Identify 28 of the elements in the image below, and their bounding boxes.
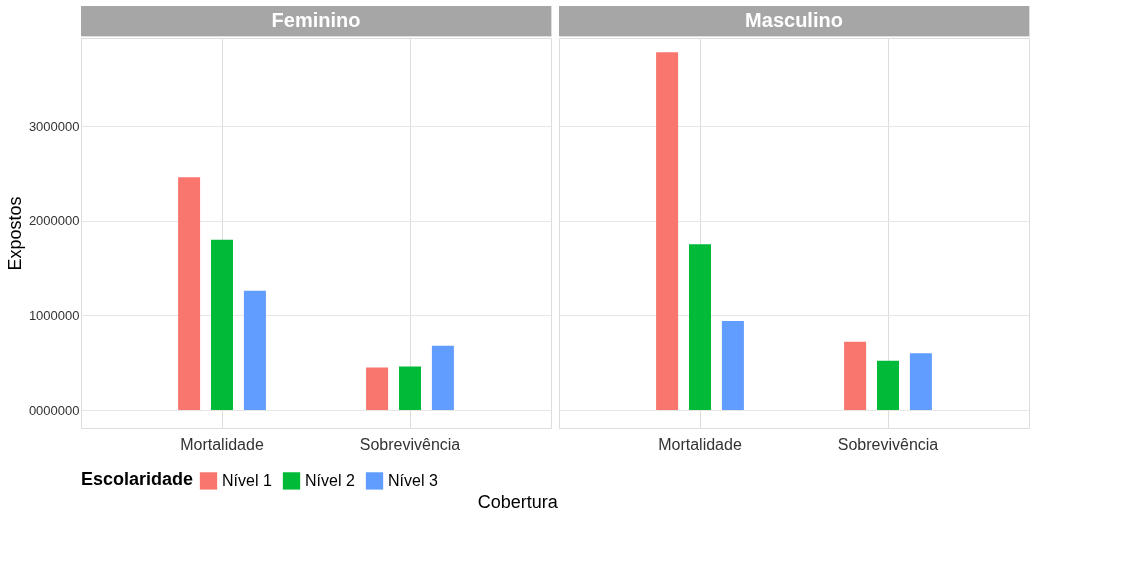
- bar: [656, 52, 679, 411]
- bar: [431, 345, 454, 411]
- bar: [178, 177, 201, 411]
- x-tick-label: Sobrevivência: [837, 435, 939, 453]
- y-tick-label: 3000000: [28, 118, 80, 134]
- legend-label: Nível 2: [305, 471, 355, 489]
- chart-title: Masculino: [745, 9, 843, 31]
- bar: [877, 360, 899, 411]
- y-tick-label: 1000000: [28, 307, 80, 323]
- y-tick-label: 0000000: [28, 402, 80, 418]
- legend-label: Nível 3: [388, 471, 438, 489]
- bar: [366, 367, 389, 411]
- bar: [211, 239, 233, 411]
- bar: [844, 341, 867, 411]
- bar: [689, 244, 711, 411]
- y-axis-title: Expostos: [4, 196, 25, 271]
- y-tick-label: 2000000: [28, 213, 80, 229]
- bar: [243, 290, 266, 411]
- legend-label: Nível 1: [222, 471, 272, 489]
- chart-title: Feminino: [271, 9, 361, 31]
- bar: [721, 321, 744, 411]
- legend-title: Escolaridade: [81, 469, 194, 489]
- x-axis-title: Cobertura: [477, 492, 559, 512]
- bar: [399, 366, 421, 411]
- x-tick-label: Sobrevivência: [359, 435, 461, 453]
- x-tick-label: Mortalidade: [180, 435, 264, 453]
- bar: [909, 353, 932, 411]
- x-tick-label: Mortalidade: [658, 435, 742, 453]
